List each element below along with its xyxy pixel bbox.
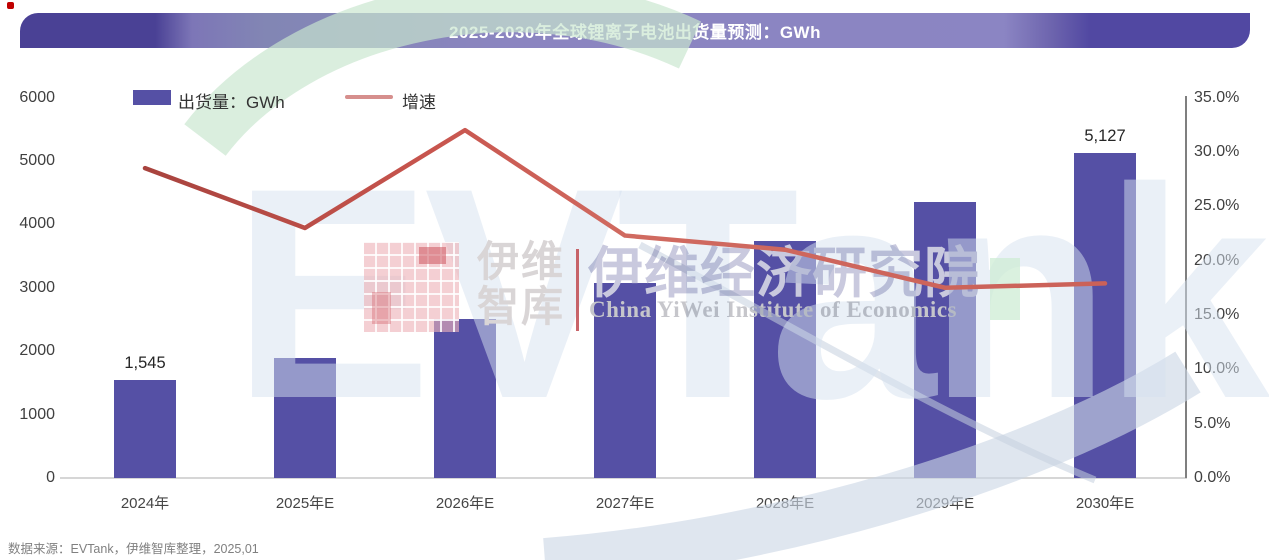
y-left-tick-2000: 2000: [19, 342, 55, 360]
y-right-tick-20: 20.0%: [1194, 251, 1240, 269]
x-tick-2026年E: 2026年E: [435, 495, 495, 512]
y-left-tick-3000: 3000: [19, 278, 55, 296]
y-left-tick-1000: 1000: [19, 405, 55, 423]
y-right-tick-35: 35.0%: [1194, 88, 1240, 106]
growth-rate-line: [142, 127, 1108, 290]
y-left-tick-4000: 4000: [19, 215, 55, 233]
bar-2026年E: [434, 319, 496, 478]
y-right-tick-10: 10.0%: [1194, 360, 1240, 378]
y-right-tick-25: 25.0%: [1194, 197, 1240, 215]
bar-2025年E: [274, 357, 336, 478]
data-source-note: 数据来源：EVTank，伊维智库整理，2025,01: [8, 542, 259, 556]
y-right-tick-0: 0.0%: [1194, 469, 1231, 486]
corner-red-dot: [7, 2, 14, 9]
legend-bar-swatch: [133, 90, 171, 105]
bar-2024年: [114, 380, 176, 478]
bar-value-label-2024年: 1,545: [124, 354, 166, 373]
x-tick-2024年: 2024年: [120, 495, 170, 512]
bar-value-label-2030年E: 5,127: [1084, 126, 1126, 145]
y-right-tick-15: 15.0%: [1194, 305, 1240, 323]
y-left-tick-6000: 6000: [19, 88, 55, 106]
y-left-tick-0: 0: [46, 469, 55, 486]
y-left-tick-5000: 5000: [19, 151, 55, 169]
y-right-tick-5: 5.0%: [1194, 414, 1231, 432]
right-axis-line: [1185, 96, 1187, 478]
y-right-tick-30: 30.0%: [1194, 142, 1240, 160]
x-tick-2025年E: 2025年E: [275, 495, 335, 512]
